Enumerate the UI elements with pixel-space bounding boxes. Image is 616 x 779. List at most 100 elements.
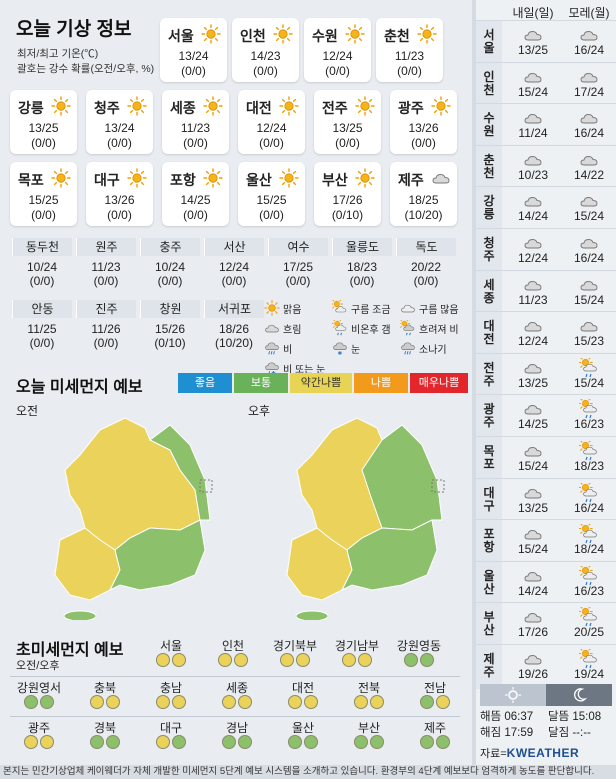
d1-temp: 11/24 (518, 126, 548, 141)
temp: 18/25 (408, 193, 439, 207)
city-card-15: 제주 18/25 (10/20) (390, 162, 457, 226)
svg-text:✱: ✱ (338, 350, 343, 356)
temp: 12/24 (322, 49, 353, 63)
shower-icon (400, 340, 416, 356)
city-name: 목포 (18, 172, 44, 188)
sunny-icon (355, 96, 375, 116)
forecast-city: 춘천 (476, 145, 502, 190)
sunny-icon (417, 24, 437, 44)
precip-prob: (0/0) (181, 64, 206, 78)
strip-city-name: 울릉도 (332, 238, 392, 256)
sunny-icon (201, 24, 221, 44)
strip-city-name: 서산 (204, 238, 264, 256)
am-dot (24, 695, 38, 709)
d2-temp: 14/22 (573, 167, 605, 182)
temp: 12/24 (256, 121, 287, 135)
strip-temp: 10/24 (26, 260, 58, 274)
am-dot (90, 735, 104, 749)
cloudy-icon (579, 275, 599, 293)
strip-city-충주: 충주 10/24 (0/0) (140, 238, 200, 288)
moonrise: 달뜸 15:08 (548, 711, 602, 723)
temp: 14/23 (250, 49, 281, 63)
forecast-row-목포: 목포 15/24 18/23 (476, 436, 616, 481)
ultra-region-부산: 부산 (340, 719, 398, 751)
legend-label: 비 (283, 344, 293, 356)
strip-city-name: 서귀포 (204, 300, 264, 318)
forecast-row-세종: 세종 11/23 15/24 (476, 269, 616, 315)
moon-icon (546, 684, 612, 706)
city-name: 수원 (312, 28, 338, 44)
legend-cloudy: 흐림 (264, 319, 332, 337)
sunny-icon (273, 24, 293, 44)
d2-temp: 15/24 (573, 292, 605, 307)
strip-prob: (10/20) (214, 336, 254, 350)
pm-dot (358, 653, 372, 667)
sun-moon-icons (480, 684, 612, 706)
pm-map-am (54, 417, 213, 620)
city-card-12: 포항 14/25 (0/0) (162, 162, 229, 226)
sunny-icon (264, 300, 280, 316)
legend-rain: 비 (264, 339, 332, 357)
cloudy-icon (523, 649, 543, 667)
strip-city-서귀포: 서귀포 18/26 (10/20) (204, 300, 264, 350)
forecast-row-청주: 청주 12/24 16/24 (476, 228, 616, 273)
strip-temp: 10/24 (154, 260, 186, 274)
strip-temp: 11/25 (27, 322, 57, 336)
am-dot (156, 695, 170, 709)
rain-then-clear-icon (332, 320, 348, 336)
city-name: 춘천 (384, 28, 410, 44)
legend-label: 흐림 (283, 324, 302, 336)
forecast-city: 부산 (476, 603, 502, 648)
ultra-region-제주: 제주 (406, 719, 464, 751)
moonset: 달짐 --:-- (548, 727, 591, 739)
legend-label: 구름 조금 (351, 304, 391, 316)
city-name: 청주 (94, 100, 120, 116)
region-name: 울산 (291, 721, 315, 735)
cloudy-icon (579, 150, 599, 168)
strip-prob: (0/0) (93, 274, 119, 288)
sun-icon (480, 684, 546, 706)
d2-temp: 15/23 (573, 334, 605, 349)
am-dot (156, 735, 170, 749)
pm-dot (238, 735, 252, 749)
ultra-region-전북: 전북 (340, 679, 398, 711)
d1-temp: 10/23 (517, 167, 549, 182)
strip-city-name: 독도 (396, 238, 456, 256)
am-dot (404, 653, 418, 667)
region-name: 강원영동 (396, 639, 442, 653)
forecast-row-대전: 대전 12/24 15/23 (476, 311, 616, 357)
strip-city-name: 원주 (76, 238, 136, 256)
pm-dot (436, 695, 450, 709)
precip-prob: (0/10) (331, 208, 364, 222)
pm-dot (370, 695, 384, 709)
sunny-icon (345, 24, 365, 44)
temp: 11/23 (180, 121, 211, 135)
legend-label: 맑음 (283, 304, 302, 316)
strip-city-name: 충주 (140, 238, 200, 256)
region-name: 대구 (159, 721, 183, 735)
forecast-city: 광주 (476, 395, 502, 440)
temp: 13/26 (104, 193, 135, 207)
forecast-row-전주: 전주 13/25 15/24 (476, 352, 616, 398)
ultra-region-충북: 충북 (76, 679, 134, 711)
legend-partly-cloudy: 구름 조금 (332, 299, 400, 317)
region-name: 경남 (225, 721, 249, 735)
ultra-region-대전: 대전 (274, 679, 332, 711)
cloudy-icon (523, 233, 543, 251)
city-name: 서울 (168, 28, 194, 44)
rain-then-clear-icon (579, 607, 599, 627)
precip-prob: (0/0) (335, 136, 360, 150)
ultra-region-경남: 경남 (208, 719, 266, 751)
ultra-region-서울: 서울 (142, 637, 200, 669)
city-card-3: 춘천 11/23 (0/0) (376, 18, 443, 82)
strip-prob: (0/0) (93, 336, 119, 350)
pm-level-1: 보통 (234, 373, 288, 393)
city-name: 세종 (170, 100, 196, 116)
city-name: 포항 (170, 172, 196, 188)
strip-city-창원: 창원 15/26 (0/10) (140, 300, 200, 350)
am-dot (420, 735, 434, 749)
sunny-icon (279, 96, 299, 116)
cloudy-icon (523, 150, 543, 168)
region-name: 경북 (93, 721, 117, 735)
d1-temp: 14/25 (517, 417, 549, 432)
